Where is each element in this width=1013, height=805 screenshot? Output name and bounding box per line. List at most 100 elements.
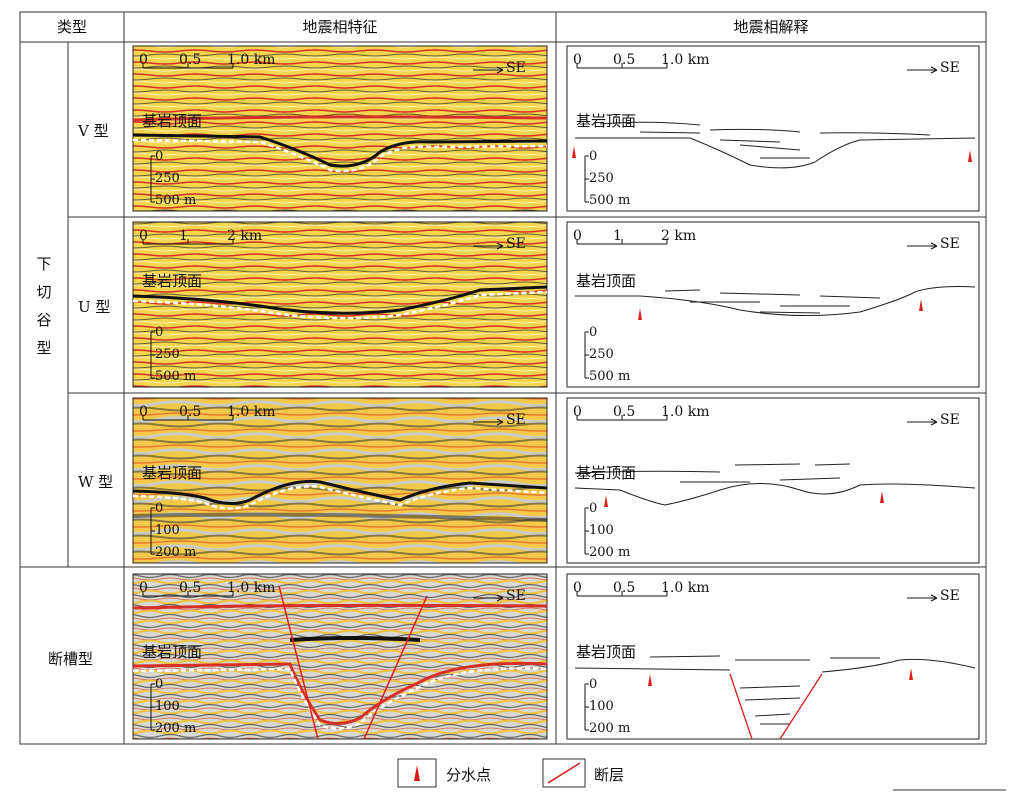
direction-label: SE xyxy=(940,412,960,428)
direction-arrow-head xyxy=(496,242,504,247)
depth-label: 0 xyxy=(155,677,164,692)
scale-label: 1.0 km xyxy=(661,52,710,68)
scale-label: 0 xyxy=(573,580,582,596)
scale-label: 0 xyxy=(139,228,148,244)
scale-label: 1.0 km xyxy=(227,580,276,596)
scale-label: 1 xyxy=(179,228,188,244)
depth-label: 100 xyxy=(155,523,180,538)
header-type: 类型 xyxy=(56,18,87,36)
row-type-v: V 型 xyxy=(78,122,109,140)
bedrock-top-label: 基岩顶面 xyxy=(142,112,203,130)
depth-label: 500 m xyxy=(155,193,197,208)
direction-arrow-head xyxy=(930,245,938,250)
row-type-graben: 断槽型 xyxy=(48,650,94,668)
bedrock-top-label: 基岩顶面 xyxy=(142,464,203,482)
direction-arrow-head xyxy=(496,418,504,423)
direction-label: SE xyxy=(506,60,526,76)
direction-arrow-head xyxy=(930,594,938,599)
direction-arrow-head xyxy=(930,597,938,602)
scale-label: 0.5 xyxy=(613,404,636,420)
depth-label: 0 xyxy=(155,149,164,164)
depth-label: 0 xyxy=(155,325,164,340)
direction-arrow-head xyxy=(496,421,504,426)
bedrock-top-label: 基岩顶面 xyxy=(576,464,637,482)
row-type-u: U 型 xyxy=(78,298,111,316)
scale-label: 2 km xyxy=(661,228,697,244)
scale-label: 0.5 xyxy=(179,404,202,420)
seismic-panel-w xyxy=(132,397,548,564)
seismic-panel-v xyxy=(132,45,548,212)
group-label: 下切谷型 xyxy=(34,250,54,362)
direction-arrow-head xyxy=(930,66,938,71)
scale-label: 0 xyxy=(139,404,148,420)
depth-label: 100 xyxy=(589,699,614,714)
table-grid xyxy=(19,11,987,745)
depth-label: 250 xyxy=(155,347,180,362)
depth-label: 0 xyxy=(589,325,598,340)
depth-label: 200 m xyxy=(589,545,631,560)
interp-panel-graben xyxy=(566,573,980,740)
depth-label: 200 m xyxy=(155,721,197,736)
direction-label: SE xyxy=(940,60,960,76)
depth-label: 200 m xyxy=(155,545,197,560)
depth-label: 100 xyxy=(589,523,614,538)
direction-label: SE xyxy=(506,236,526,252)
bedrock-top-label: 基岩顶面 xyxy=(142,272,203,290)
depth-label: 250 xyxy=(589,171,614,186)
scale-label: 0.5 xyxy=(613,52,636,68)
group-label-char: 切 xyxy=(36,283,52,301)
depth-label: 0 xyxy=(589,149,598,164)
depth-label: 0 xyxy=(589,677,598,692)
scale-label: 0 xyxy=(139,580,148,596)
scale-label: 0.5 xyxy=(613,580,636,596)
scale-label: 1.0 km xyxy=(227,52,276,68)
header-interpretation: 地震相解释 xyxy=(733,18,809,36)
direction-arrow-head xyxy=(930,69,938,74)
group-label-char: 谷 xyxy=(36,311,52,329)
direction-arrow-head xyxy=(930,242,938,247)
scale-label: 0 xyxy=(573,404,582,420)
scale-label: 0.5 xyxy=(179,580,202,596)
direction-label: SE xyxy=(506,588,526,604)
depth-label: 500 m xyxy=(155,369,197,384)
scale-bars xyxy=(142,63,938,731)
watershed-legend-icon xyxy=(414,765,420,781)
legend-watershed-label: 分水点 xyxy=(446,766,492,784)
depth-label: 0 xyxy=(589,501,598,516)
direction-arrow-head xyxy=(496,594,504,599)
depth-label: 100 xyxy=(155,699,180,714)
direction-label: SE xyxy=(940,236,960,252)
scale-label: 0.5 xyxy=(179,52,202,68)
depth-label: 500 m xyxy=(589,369,631,384)
bedrock-top-label: 基岩顶面 xyxy=(576,272,637,290)
scale-label: 0 xyxy=(573,228,582,244)
group-label-char: 型 xyxy=(36,339,52,357)
depth-label: 500 m xyxy=(589,193,631,208)
bedrock-top-label: 基岩顶面 xyxy=(576,112,637,130)
bedrock-top-label: 基岩顶面 xyxy=(576,643,637,661)
direction-label: SE xyxy=(506,412,526,428)
direction-label: SE xyxy=(940,588,960,604)
scale-label: 1.0 km xyxy=(661,404,710,420)
interp-panel-v xyxy=(566,45,980,212)
scale-label: 0 xyxy=(573,52,582,68)
direction-arrow-head xyxy=(496,597,504,602)
scale-label: 2 km xyxy=(227,228,263,244)
interp-panel-u xyxy=(566,221,980,388)
header-feature: 地震相特征 xyxy=(302,18,378,36)
direction-arrow-head xyxy=(496,245,504,250)
row-type-w: W 型 xyxy=(78,473,114,491)
fault-legend-icon xyxy=(547,762,581,784)
legend-fault-label: 断层 xyxy=(594,766,625,784)
direction-arrow-head xyxy=(496,69,504,74)
direction-arrow-head xyxy=(930,421,938,426)
scale-label: 1.0 km xyxy=(661,580,710,596)
direction-arrow-head xyxy=(930,418,938,423)
depth-label: 0 xyxy=(155,501,164,516)
scale-label: 1.0 km xyxy=(227,404,276,420)
seismic-panel-graben xyxy=(132,573,548,740)
depth-label: 200 m xyxy=(589,721,631,736)
bedrock-top-label: 基岩顶面 xyxy=(142,643,203,661)
seismic-panel-u xyxy=(132,221,548,388)
